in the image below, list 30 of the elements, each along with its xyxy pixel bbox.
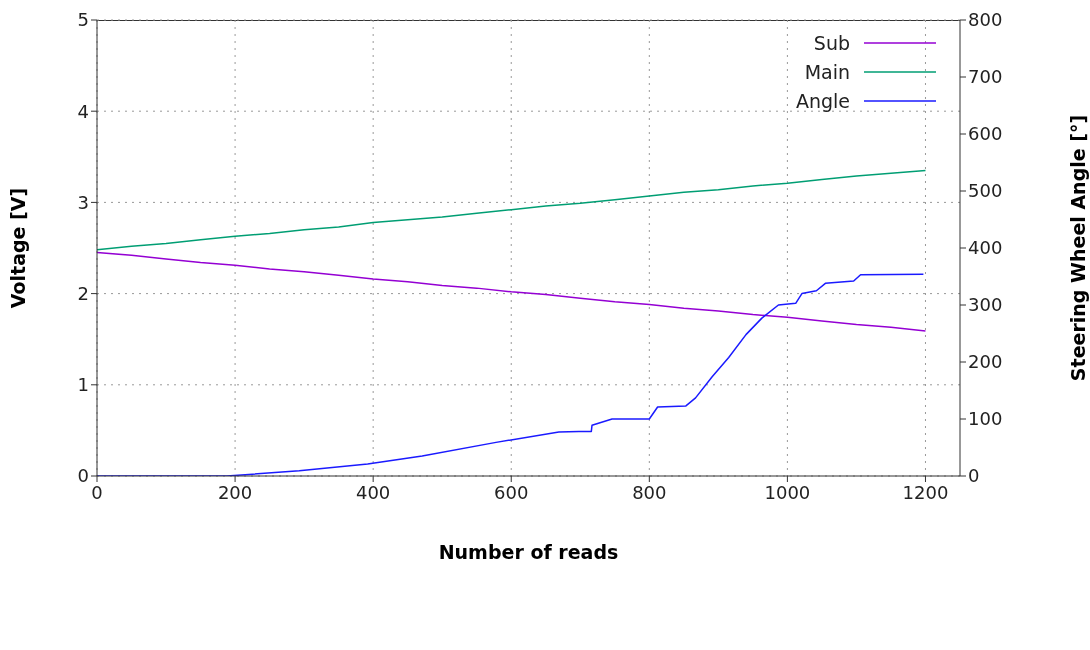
y2-tick-label: 100 — [968, 408, 1003, 430]
y-tick-label: 2 — [77, 282, 89, 304]
y-tick-label: 0 — [77, 465, 89, 487]
line-series — [97, 251, 927, 332]
x-tick-label: 0 — [91, 481, 103, 503]
y-tick-label: 5 — [77, 9, 89, 31]
y2-axis-title: Steering Wheel Angle [°] — [1066, 114, 1089, 382]
y2-tick-label: 600 — [968, 123, 1003, 145]
y2-tick-label: 200 — [968, 351, 1003, 373]
y2-tick-label: 500 — [968, 180, 1003, 202]
line-series — [97, 169, 927, 251]
y2-tick-label: 800 — [968, 9, 1003, 31]
legend-label: Main — [804, 60, 850, 83]
x-tick-label: 1000 — [764, 481, 811, 503]
y2-tick-label: 400 — [968, 237, 1003, 259]
y-tick-label: 1 — [77, 374, 89, 396]
x-tick-label: 400 — [355, 481, 391, 503]
y2-tick-label: 700 — [968, 66, 1003, 88]
y-tick-label: 4 — [77, 100, 89, 122]
y2-tick-label: 300 — [968, 294, 1003, 316]
y2-tick-label: 0 — [968, 465, 980, 487]
x-tick-label: 200 — [217, 481, 253, 503]
y-tick-label: 3 — [77, 191, 89, 213]
x-tick-label: 1200 — [902, 481, 949, 503]
legend-label: Sub — [813, 31, 850, 54]
x-tick-label: 800 — [632, 481, 667, 503]
x-axis-title: Number of reads — [438, 541, 619, 563]
legend-label: Angle — [795, 89, 850, 112]
x-tick-label: 600 — [494, 481, 529, 503]
y-axis-title: Voltage [V] — [6, 187, 29, 309]
